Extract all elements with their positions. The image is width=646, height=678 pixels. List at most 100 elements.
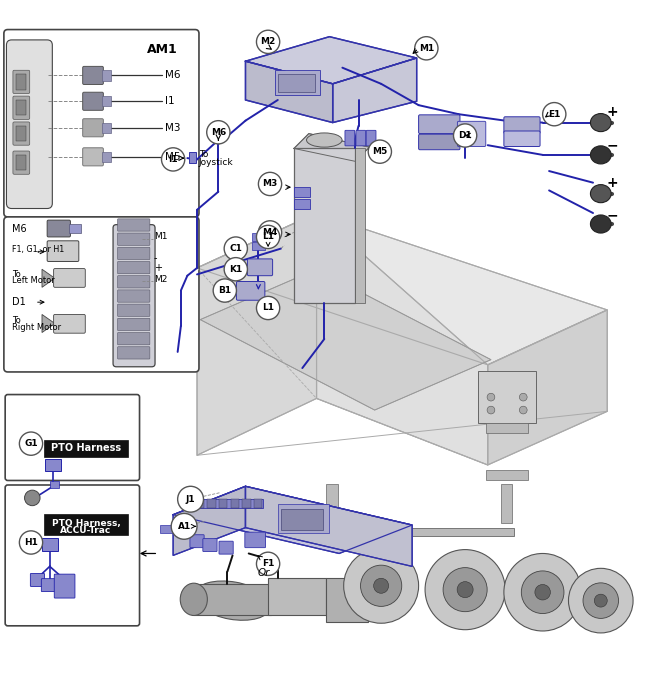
FancyBboxPatch shape <box>118 219 150 231</box>
Text: M6: M6 <box>211 127 226 137</box>
FancyBboxPatch shape <box>54 268 85 287</box>
Text: +: + <box>607 104 618 119</box>
Text: L1: L1 <box>262 304 274 313</box>
Text: M1: M1 <box>419 44 434 53</box>
Ellipse shape <box>590 113 611 132</box>
Circle shape <box>162 148 185 171</box>
Polygon shape <box>245 37 417 84</box>
Text: M1: M1 <box>154 233 167 241</box>
Circle shape <box>256 296 280 319</box>
FancyBboxPatch shape <box>4 217 199 372</box>
Bar <box>184 499 193 508</box>
FancyBboxPatch shape <box>54 574 75 598</box>
Text: G1: G1 <box>24 439 38 448</box>
Text: PTO Harness,: PTO Harness, <box>52 519 120 527</box>
Bar <box>219 499 227 508</box>
Bar <box>275 71 320 95</box>
FancyBboxPatch shape <box>118 332 150 345</box>
Polygon shape <box>488 310 607 465</box>
FancyBboxPatch shape <box>366 130 376 146</box>
Bar <box>281 509 323 530</box>
Text: Or: Or <box>257 568 269 578</box>
Bar <box>231 499 239 508</box>
Bar <box>16 155 26 170</box>
Bar <box>268 578 326 616</box>
Bar <box>294 148 355 304</box>
Polygon shape <box>173 486 245 555</box>
FancyBboxPatch shape <box>5 395 140 481</box>
Circle shape <box>360 565 402 606</box>
FancyBboxPatch shape <box>457 121 486 146</box>
Circle shape <box>504 553 581 631</box>
Ellipse shape <box>590 146 611 164</box>
Text: D1: D1 <box>458 131 472 140</box>
Text: AM1: AM1 <box>147 43 178 56</box>
Circle shape <box>207 121 230 144</box>
Text: A1: A1 <box>178 522 191 531</box>
Circle shape <box>521 571 564 614</box>
FancyBboxPatch shape <box>203 538 217 551</box>
Circle shape <box>568 568 633 633</box>
Text: M6: M6 <box>165 71 180 81</box>
Text: C1: C1 <box>229 244 242 253</box>
FancyBboxPatch shape <box>47 220 70 237</box>
Text: M5: M5 <box>165 152 180 162</box>
Bar <box>44 514 128 535</box>
FancyBboxPatch shape <box>419 115 460 134</box>
Circle shape <box>256 225 280 249</box>
Text: E1: E1 <box>548 110 561 119</box>
Bar <box>294 199 310 209</box>
Polygon shape <box>197 213 317 456</box>
Circle shape <box>519 406 527 414</box>
Text: J1: J1 <box>186 495 195 504</box>
Text: ACCU-Trac: ACCU-Trac <box>60 525 112 535</box>
FancyBboxPatch shape <box>356 130 366 146</box>
Circle shape <box>224 237 247 260</box>
FancyBboxPatch shape <box>190 535 204 548</box>
Circle shape <box>457 582 473 598</box>
Circle shape <box>543 102 566 126</box>
Bar <box>486 423 528 433</box>
FancyBboxPatch shape <box>13 122 30 145</box>
Ellipse shape <box>590 184 611 203</box>
Polygon shape <box>333 58 417 123</box>
Text: M5: M5 <box>372 147 388 156</box>
Text: I1: I1 <box>169 155 178 164</box>
FancyBboxPatch shape <box>13 71 30 94</box>
FancyBboxPatch shape <box>30 574 45 586</box>
Text: M6: M6 <box>12 224 26 234</box>
Bar <box>44 441 128 456</box>
FancyBboxPatch shape <box>118 319 150 331</box>
Circle shape <box>258 221 282 244</box>
Ellipse shape <box>180 583 207 616</box>
Circle shape <box>594 594 607 607</box>
FancyBboxPatch shape <box>113 224 155 367</box>
Bar <box>254 499 262 508</box>
Circle shape <box>519 393 527 401</box>
Bar <box>478 372 536 423</box>
Polygon shape <box>173 486 412 553</box>
Circle shape <box>425 550 505 630</box>
FancyBboxPatch shape <box>118 290 150 302</box>
Text: M3: M3 <box>165 123 180 133</box>
Bar <box>196 499 204 508</box>
Text: To: To <box>199 151 209 159</box>
FancyBboxPatch shape <box>419 134 460 150</box>
Bar <box>326 484 338 523</box>
FancyBboxPatch shape <box>6 40 52 209</box>
Circle shape <box>171 513 197 539</box>
FancyBboxPatch shape <box>47 241 79 262</box>
FancyBboxPatch shape <box>118 276 150 288</box>
Ellipse shape <box>307 133 342 147</box>
FancyBboxPatch shape <box>4 30 199 217</box>
Bar <box>252 233 265 241</box>
Text: +: + <box>607 176 618 190</box>
Text: H1: H1 <box>24 538 38 547</box>
FancyBboxPatch shape <box>83 148 103 166</box>
Bar <box>16 126 26 141</box>
FancyBboxPatch shape <box>5 485 140 626</box>
Text: −: − <box>607 208 618 222</box>
Polygon shape <box>200 269 491 410</box>
FancyBboxPatch shape <box>345 130 355 146</box>
Text: B1: B1 <box>218 286 231 295</box>
